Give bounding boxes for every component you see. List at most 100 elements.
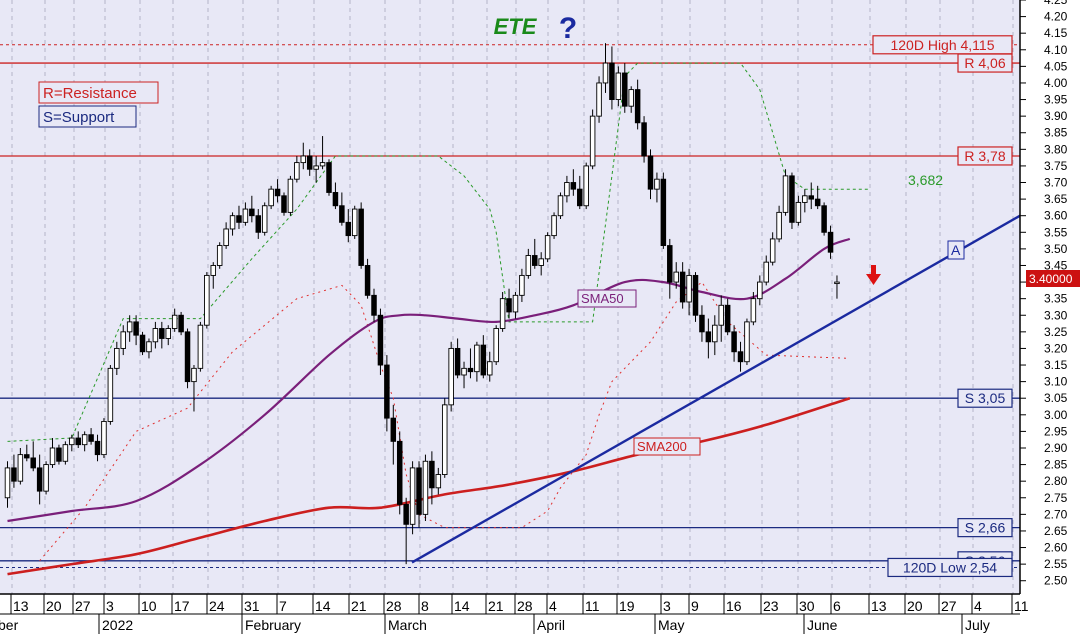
candle-7: [49, 438, 56, 468]
candle-43: [281, 192, 287, 216]
candle-body-52: [339, 205, 345, 223]
candle-body-86: [557, 195, 564, 217]
candle-125: [808, 182, 815, 210]
y-axis-background: [1020, 0, 1090, 594]
candle-73: [474, 341, 480, 382]
candle-body-39: [255, 215, 262, 233]
x-tick-label-27: 27: [941, 598, 957, 614]
candle-body-62: [403, 503, 409, 525]
candle-10: [69, 434, 75, 452]
month-label-4: April: [537, 617, 565, 633]
candle-body-119: [769, 238, 776, 263]
x-tick-label-17: 11: [585, 598, 600, 614]
y-tick-label-1: 2.55: [1044, 557, 1068, 571]
y-tick-label-4: 2.70: [1044, 507, 1068, 521]
candle-113: [731, 325, 737, 362]
candle-4: [30, 441, 36, 472]
candle-20: [133, 315, 139, 346]
x-tick-label-0: 13: [13, 598, 29, 614]
month-label-5: May: [658, 617, 684, 633]
y-tick-label-23: 3.65: [1044, 192, 1068, 206]
legend-resistance-text: R=Resistance: [43, 85, 137, 102]
candle-98: [634, 79, 641, 130]
y-tick-label-17: 3.35: [1044, 292, 1068, 306]
candle-60: [390, 404, 397, 465]
y-tick-label-14: 3.20: [1044, 341, 1068, 355]
candle-99: [641, 116, 647, 163]
candle-body-24: [159, 328, 165, 339]
candle-31: [204, 272, 210, 329]
candle-body-43: [281, 195, 287, 213]
candle-body-15: [101, 420, 107, 456]
candle-body-129: [834, 281, 840, 285]
x-tick-label-28: 4: [974, 598, 982, 614]
candle-109: [705, 318, 712, 359]
candle-body-2: [17, 454, 24, 482]
candle-12: [81, 431, 88, 452]
candle-119: [769, 232, 776, 266]
y-tick-label-8: 2.90: [1044, 441, 1068, 455]
candle-body-30: [197, 324, 204, 369]
candle-body-104: [673, 271, 679, 283]
candle-body-72: [467, 367, 474, 373]
candle-body-56: [364, 265, 371, 296]
candle-16: [107, 365, 114, 425]
candle-body-95: [615, 72, 622, 101]
x-tick-label-20: 9: [691, 598, 699, 614]
candle-82: [532, 238, 538, 269]
y-tick-label-20: 3.50: [1044, 242, 1068, 256]
candle-71: [461, 361, 467, 389]
month-label-3: March: [388, 617, 427, 633]
candle-33: [216, 242, 223, 269]
y-tick-label-13: 3.15: [1044, 358, 1068, 372]
lower-band-line: [39, 281, 850, 562]
candle-body-18: [120, 331, 126, 349]
trend-label-text: A: [951, 242, 961, 258]
candle-81: [525, 248, 532, 279]
candle-28: [184, 328, 191, 389]
level-label-box-3: [957, 388, 1013, 408]
candle-47: [306, 149, 313, 176]
candle-body-116: [750, 298, 757, 323]
candle-body-105: [679, 271, 686, 303]
candle-body-106: [686, 274, 692, 303]
candle-body-69: [448, 347, 454, 406]
candle-body-65: [422, 460, 429, 515]
x-tick-label-6: 24: [209, 598, 225, 614]
y-tick-label-0: 2.50: [1044, 574, 1068, 588]
candle-0: [4, 461, 11, 508]
candle-body-98: [634, 89, 641, 124]
y-tick-label-7: 2.85: [1044, 458, 1068, 472]
candle-37: [242, 202, 249, 226]
x-axis: 13 20 27 3 10 17 24 31 7 14 21 28 8 14 21 28 4 11 19 3 9 16 23…: [0, 593, 1090, 637]
x-tick-label-4: 10: [141, 598, 157, 614]
candle-body-128: [827, 231, 834, 253]
candle-body-53: [345, 221, 352, 237]
candle-body-83: [538, 258, 544, 266]
candle-50: [326, 159, 332, 196]
x-tick-label-5: 17: [174, 598, 190, 614]
candle-body-46: [300, 155, 307, 164]
x-tick-label-16: 4: [549, 598, 557, 614]
candle-body-82: [532, 255, 538, 266]
candle-body-107: [692, 274, 699, 316]
candle-22: [146, 338, 152, 359]
candle-body-35: [229, 215, 236, 230]
candle-body-117: [757, 281, 763, 300]
candle-15: [101, 418, 107, 458]
candle-76: [493, 325, 499, 366]
candle-26: [171, 308, 178, 332]
candle-30: [197, 321, 204, 372]
x-tick-label-15: 28: [517, 598, 533, 614]
candle-body-111: [718, 304, 724, 326]
x-tick-label-19: 3: [663, 598, 671, 614]
candle-body-70: [454, 347, 461, 376]
candle-25: [165, 325, 171, 346]
candle-body-45: [294, 162, 300, 180]
candle-body-115: [744, 321, 750, 363]
candle-87: [564, 175, 570, 203]
candle-body-90: [583, 165, 589, 207]
candle-63: [409, 461, 416, 535]
x-tick-label-13: 14: [454, 598, 470, 614]
last-price-badge: 3.40000: [1026, 270, 1080, 287]
